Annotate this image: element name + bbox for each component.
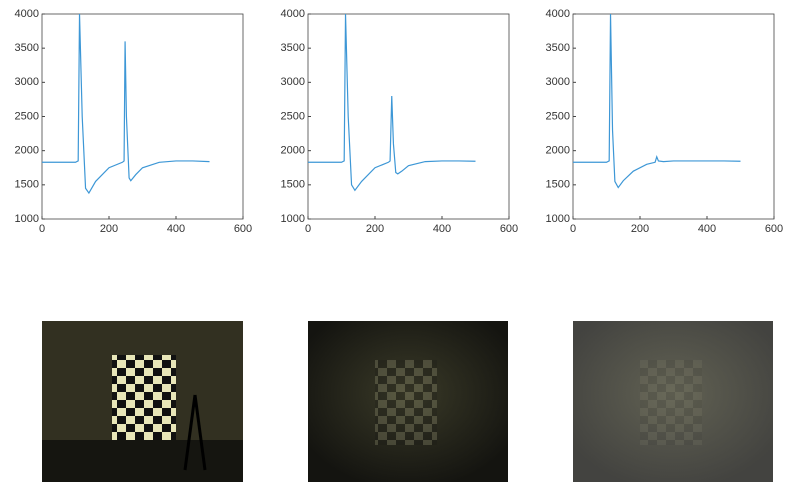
x-tick-label: 400 — [698, 223, 716, 235]
x-tick-label: 400 — [433, 223, 451, 235]
y-tick-label: 2000 — [281, 145, 305, 157]
y-tick-label: 2500 — [15, 110, 39, 122]
data-line — [42, 13, 210, 195]
y-tick-label: 2500 — [281, 110, 305, 122]
y-tick-label: 2000 — [15, 145, 39, 157]
x-tick-label: 0 — [570, 223, 576, 235]
plot-frame — [41, 13, 244, 220]
y-tick-label: 4000 — [546, 8, 570, 20]
y-tick-label: 4000 — [281, 8, 305, 20]
photo — [573, 321, 773, 482]
y-tick-label: 1000 — [281, 213, 305, 225]
plot-frame — [572, 13, 775, 220]
y-tick-label: 1500 — [546, 179, 570, 191]
y-tick-label: 3000 — [281, 76, 305, 88]
x-tick-label: 200 — [366, 223, 384, 235]
y-tick-label: 3500 — [15, 42, 39, 54]
data-line — [573, 13, 741, 189]
y-tick-label: 2500 — [546, 110, 570, 122]
y-tick-label: 1000 — [15, 213, 39, 225]
y-tick-label: 3500 — [281, 42, 305, 54]
x-tick-label: 600 — [765, 223, 783, 235]
y-tick-label: 3000 — [546, 76, 570, 88]
y-tick-label: 3000 — [15, 76, 39, 88]
y-tick-label: 1500 — [281, 179, 305, 191]
photo — [308, 321, 508, 482]
y-tick-label: 1500 — [15, 179, 39, 191]
photo — [42, 321, 243, 482]
x-tick-label: 200 — [100, 223, 118, 235]
x-tick-label: 200 — [631, 223, 649, 235]
data-line — [308, 13, 476, 192]
x-tick-label: 0 — [305, 223, 311, 235]
y-tick-label: 3500 — [546, 42, 570, 54]
x-tick-label: 600 — [500, 223, 518, 235]
y-tick-label: 4000 — [15, 8, 39, 20]
x-tick-label: 0 — [39, 223, 45, 235]
x-tick-label: 400 — [167, 223, 185, 235]
x-tick-label: 600 — [234, 223, 252, 235]
y-tick-label: 2000 — [546, 145, 570, 157]
y-tick-label: 1000 — [546, 213, 570, 225]
plot-frame — [307, 13, 510, 220]
